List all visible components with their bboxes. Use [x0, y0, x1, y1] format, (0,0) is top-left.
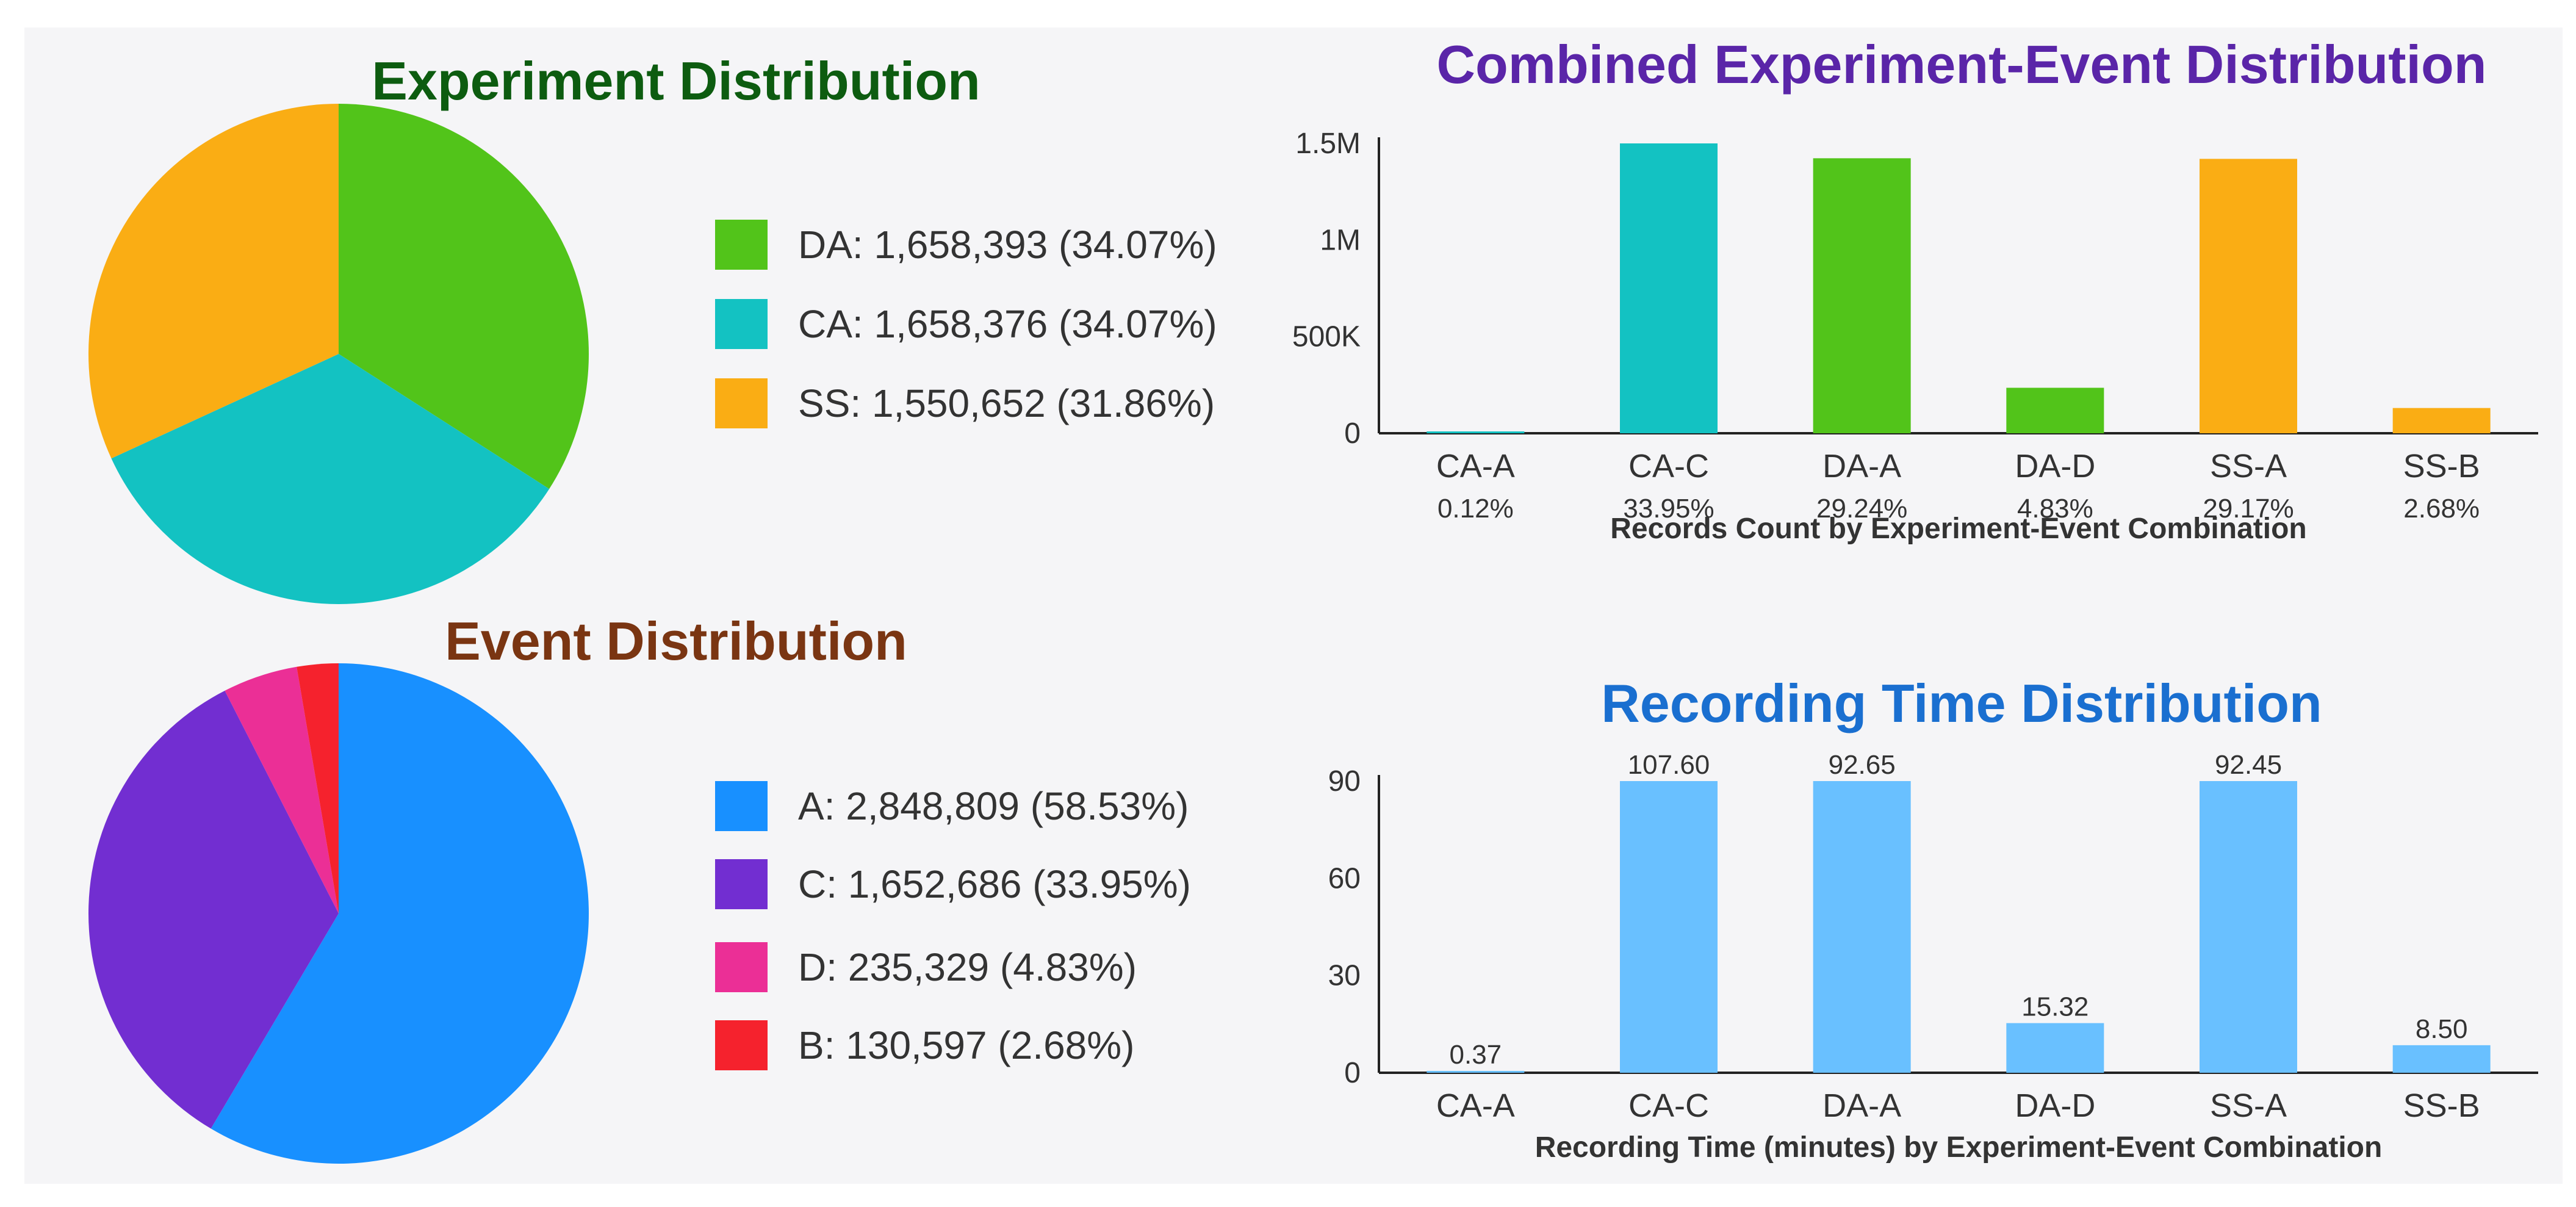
category-label: SS-A	[2210, 1087, 2287, 1124]
bar-ca-a	[1427, 431, 1525, 433]
legend-label-d: D: 235,329 (4.83%)	[798, 945, 1137, 989]
legend-label-ss: SS: 1,550,652 (31.86%)	[798, 381, 1215, 425]
legend-label-c: C: 1,652,686 (33.95%)	[798, 862, 1191, 906]
category-label: SS-A	[2210, 448, 2287, 485]
legend-item-da: DA: 1,658,393 (34.07%)	[715, 220, 1217, 270]
legend-item-b: B: 130,597 (2.68%)	[715, 1020, 1134, 1070]
bar-value-label: 92.65	[1829, 750, 1896, 780]
legend-label-b: B: 130,597 (2.68%)	[798, 1023, 1135, 1067]
category-label: SS-B	[2403, 448, 2480, 485]
legend-item-ca: CA: 1,658,376 (34.07%)	[715, 299, 1217, 349]
category-label: SS-B	[2403, 1087, 2480, 1124]
legend-swatch-c	[715, 859, 768, 909]
pie-slice-a	[210, 663, 589, 1164]
pie-slice-b	[297, 663, 339, 913]
bar-ca-a	[1427, 1071, 1525, 1073]
legend-swatch-d	[715, 942, 768, 992]
percent-label: 0.12%	[1437, 494, 1514, 524]
event-chart-title: Event Distribution	[445, 611, 907, 671]
pie-slice-c	[88, 690, 339, 1129]
legend-label-da: DA: 1,658,393 (34.07%)	[798, 223, 1217, 267]
legend-item-c: C: 1,652,686 (33.95%)	[715, 859, 1191, 909]
legend-item-d: D: 235,329 (4.83%)	[715, 942, 1137, 992]
bar-ss-a	[2200, 159, 2297, 433]
category-label: CA-C	[1628, 448, 1709, 485]
y-tick-label: 0	[1344, 1057, 1361, 1089]
bar-ss-b	[2392, 1045, 2491, 1073]
legend-swatch-ss	[715, 378, 768, 428]
bar-value-label: 0.37	[1450, 1040, 1502, 1070]
y-tick-label: 0	[1344, 417, 1361, 450]
percent-label: 29.17%	[2203, 494, 2294, 524]
bar-value-label: 15.32	[2021, 992, 2089, 1022]
y-tick-label: 60	[1328, 862, 1361, 895]
percent-label: 2.68%	[2403, 494, 2480, 524]
bar-ca-c	[1620, 781, 1718, 1073]
experiment-pie-chart	[88, 104, 589, 604]
bar-da-d	[2006, 387, 2104, 433]
legend-item-a: A: 2,848,809 (58.53%)	[715, 781, 1189, 831]
percent-label: 33.95%	[1623, 494, 1714, 524]
bar-da-a	[1813, 781, 1911, 1073]
category-label: DA-A	[1822, 448, 1901, 485]
bar-da-a	[1813, 158, 1911, 433]
category-label: DA-D	[2015, 448, 2095, 485]
recording-time-chart-title: Recording Time Distribution	[1601, 673, 2322, 733]
event-pie-chart	[88, 663, 589, 1164]
category-label: CA-A	[1436, 1087, 1515, 1124]
recording-time-bar-chart: 0 30 60 90 0.37 CA-A 107.60 CA-C 92.65 DA-A 15.32 D…	[1328, 750, 2538, 1164]
combined-chart-title: Combined Experiment-Event Distribution	[1436, 34, 2487, 95]
category-label: DA-A	[1822, 1087, 1901, 1124]
pie-slice-ca	[111, 354, 550, 604]
bar-da-d	[2006, 1023, 2104, 1073]
legend-label-a: A: 2,848,809 (58.53%)	[798, 784, 1189, 828]
y-tick-label: 1.5M	[1295, 128, 1361, 160]
y-tick-label: 30	[1328, 960, 1361, 992]
legend-item-ss: SS: 1,550,652 (31.86%)	[715, 378, 1215, 428]
experiment-chart-title: Experiment Distribution	[372, 51, 980, 111]
legend-swatch-a	[715, 781, 768, 831]
y-tick-label: 1M	[1320, 224, 1361, 256]
category-label: DA-D	[2015, 1087, 2095, 1124]
bar-ss-a	[2200, 781, 2297, 1073]
legend-swatch-b	[715, 1020, 768, 1070]
bar-ss-b	[2392, 408, 2491, 433]
bar-ca-c	[1620, 143, 1718, 433]
x-axis-title: Recording Time (minutes) by Experiment-E…	[1535, 1131, 2383, 1164]
bar-value-label: 92.45	[2215, 750, 2282, 780]
legend-label-ca: CA: 1,658,376 (34.07%)	[798, 302, 1217, 346]
percent-label: 29.24%	[1816, 494, 1907, 524]
pie-slice-da	[339, 104, 589, 489]
y-tick-label: 500K	[1292, 321, 1361, 353]
y-tick-label: 90	[1328, 765, 1361, 798]
bar-value-label: 8.50	[2416, 1014, 2468, 1044]
combined-bar-chart: 0 500K 1M 1.5M CA-A 0.12% CA-C 33.95% DA-A 29.24%…	[1292, 128, 2538, 545]
bar-value-label: 107.60	[1628, 750, 1710, 780]
x-axis-title: Records Count by Experiment-Event Combin…	[1610, 513, 2306, 545]
legend-swatch-ca	[715, 299, 768, 349]
pie-slice-d	[225, 666, 339, 913]
pie-slice-ss	[88, 104, 339, 459]
category-label: CA-A	[1436, 448, 1515, 485]
percent-label: 4.83%	[2017, 494, 2093, 524]
category-label: CA-C	[1628, 1087, 1709, 1124]
legend-swatch-da	[715, 220, 768, 270]
